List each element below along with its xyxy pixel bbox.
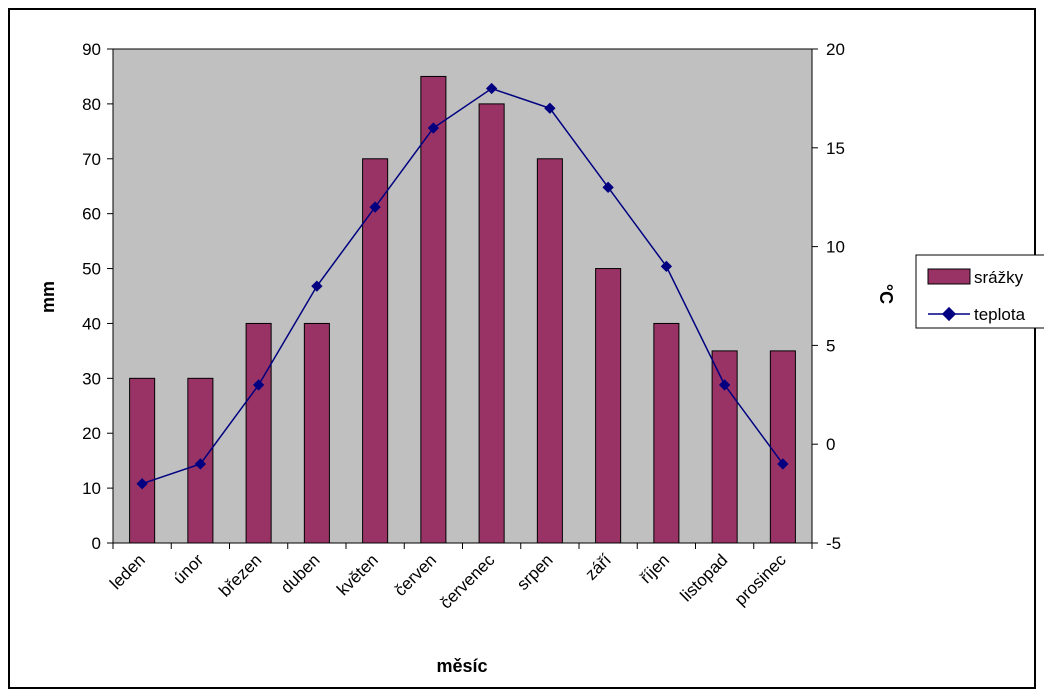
bar-srazky	[595, 268, 622, 544]
bar-srazky	[420, 75, 447, 544]
x-axis-label: měsíc	[436, 656, 487, 676]
x-tick-label: květen	[333, 550, 382, 599]
y-right-tick-label: 5	[826, 336, 835, 355]
y-axis-left-label: mm	[38, 281, 58, 313]
x-tick-label: březen	[215, 550, 265, 600]
point-teplota	[660, 260, 673, 273]
y-right-tick-label: 10	[826, 238, 845, 257]
legend-label-teplota: teplota	[974, 305, 1026, 324]
y-left-tick-label: 30	[82, 369, 101, 388]
point-teplota	[369, 201, 381, 213]
legend-marker-teplota	[941, 306, 957, 322]
y-axis-right-label: °C	[876, 284, 896, 304]
bar-srazky	[129, 377, 156, 544]
line-layer	[136, 82, 789, 490]
legend: srážky teplota	[915, 254, 1044, 329]
point-teplota	[718, 379, 731, 391]
x-tick-label: červenec	[436, 550, 499, 613]
x-tick-label: říjen	[636, 550, 673, 587]
y-right-tick-label: 20	[826, 40, 845, 59]
y-left-tick-label: 70	[82, 150, 101, 169]
bar-srazky	[303, 322, 330, 544]
x-tick-label: listopad	[677, 550, 732, 605]
bar-srazky	[769, 350, 796, 544]
plot-area	[112, 48, 813, 544]
line-teplota	[141, 87, 784, 485]
bar-srazky	[245, 322, 272, 544]
point-teplota	[602, 181, 614, 193]
y-right-tick-label: 0	[826, 435, 835, 454]
x-tick-label: září	[581, 550, 615, 584]
legend-swatch-srazky	[927, 268, 971, 285]
bar-srazky	[362, 158, 389, 544]
point-teplota	[311, 280, 323, 292]
y-left-tick-label: 20	[82, 424, 101, 443]
y-left-tick-label: 10	[82, 479, 101, 498]
y-left-tick-label: 40	[82, 314, 101, 333]
point-teplota	[252, 379, 265, 391]
bar-srazky	[536, 158, 563, 544]
y-right-tick-label: 15	[826, 139, 845, 158]
point-teplota	[777, 458, 789, 470]
x-tick-label: únor	[170, 550, 208, 588]
y-left-tick-label: 50	[82, 260, 101, 279]
x-tick-label: leden	[106, 550, 149, 593]
y-left-tick-label: 80	[82, 95, 101, 114]
x-tick-label: červen	[391, 550, 441, 600]
bar-srazky	[653, 322, 680, 544]
y-left-tick-label: 90	[82, 40, 101, 59]
x-tick-label: prosinec	[731, 550, 790, 609]
point-teplota	[194, 458, 207, 470]
chart-frame	[8, 8, 1036, 689]
bar-srazky	[478, 103, 505, 544]
y-left-tick-label: 0	[92, 534, 101, 553]
x-tick-label: srpen	[513, 550, 557, 594]
legend-box	[915, 254, 1044, 329]
point-teplota	[136, 478, 148, 490]
legend-label-srazky: srážky	[974, 268, 1024, 287]
y-left-tick-label: 60	[82, 205, 101, 224]
y-right-tick-label: -5	[826, 534, 841, 553]
x-tick-label: duben	[277, 550, 324, 597]
